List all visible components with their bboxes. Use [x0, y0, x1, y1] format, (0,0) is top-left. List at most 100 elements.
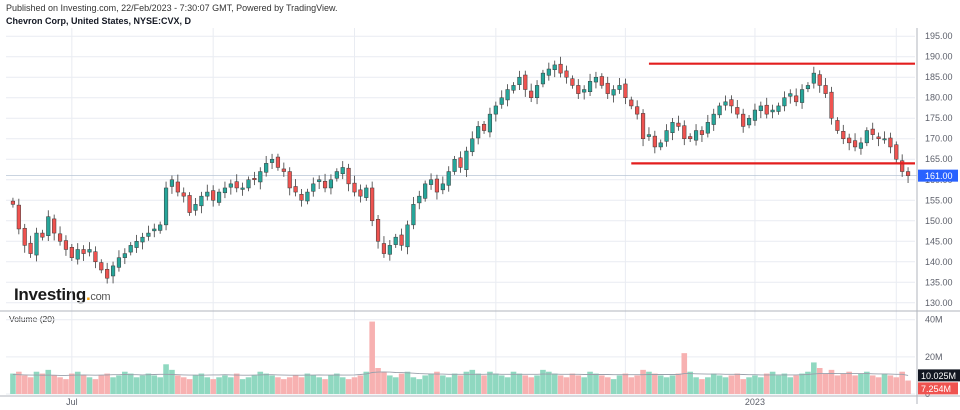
- volume-bar: [787, 377, 794, 394]
- candle-up: [452, 158, 457, 172]
- volume-bar: [440, 375, 446, 394]
- volume-bar: [104, 373, 110, 394]
- candle-up: [811, 72, 816, 84]
- candle-up: [646, 134, 652, 137]
- candle-down: [234, 181, 239, 189]
- volume-bar: [593, 373, 599, 394]
- candle-down: [847, 137, 852, 144]
- volume-bar: [569, 373, 576, 394]
- candle-down: [10, 200, 16, 205]
- price-tick-label: 175.00: [925, 113, 953, 123]
- volume-bar: [175, 375, 181, 394]
- candle-up: [258, 171, 263, 183]
- price-tick-label: 190.00: [925, 52, 953, 62]
- volume-bar: [186, 379, 193, 394]
- candle-down: [735, 107, 740, 115]
- volume-bar: [16, 371, 22, 394]
- candle-up: [505, 89, 510, 101]
- candle-up: [393, 236, 398, 245]
- candle-down: [817, 74, 822, 86]
- candle-down: [699, 130, 705, 135]
- candle-down: [481, 123, 487, 131]
- candle-up: [711, 113, 716, 125]
- volume-bar: [905, 380, 911, 394]
- candle-up: [311, 183, 316, 192]
- volume-bar: [257, 371, 264, 394]
- volume-bar: [581, 377, 587, 394]
- candle-up: [305, 191, 310, 202]
- candle-up: [193, 204, 198, 211]
- candle-up: [34, 232, 39, 256]
- volume-bar: [540, 369, 546, 394]
- volume-bar: [852, 375, 858, 394]
- candle-up: [216, 191, 222, 203]
- candle-down: [629, 99, 634, 107]
- candle-up: [334, 171, 339, 179]
- candle-up: [776, 105, 781, 112]
- volume-bar: [816, 368, 823, 394]
- candle-down: [529, 90, 534, 98]
- candle-down: [599, 76, 604, 86]
- candle-up: [593, 76, 599, 83]
- candle-down: [570, 78, 575, 86]
- volume-bar: [269, 375, 275, 394]
- candle-up: [805, 85, 811, 90]
- volume-bar: [599, 375, 605, 394]
- candle-down: [835, 120, 840, 131]
- candle-down: [888, 137, 893, 148]
- candle-up: [205, 191, 210, 197]
- volume-bar: [80, 375, 87, 394]
- candle-down: [635, 106, 640, 115]
- candle-up: [746, 117, 752, 126]
- volume-bar: [281, 379, 287, 394]
- volume-bar: [381, 371, 387, 394]
- volume-bar: [145, 373, 152, 394]
- volume-bar: [758, 377, 764, 394]
- candle-up: [146, 232, 151, 237]
- candle-down: [434, 178, 440, 193]
- candle-up: [152, 228, 157, 232]
- candle-down: [823, 85, 828, 94]
- volume-bar: [328, 375, 334, 394]
- candle-up: [169, 179, 175, 187]
- volume-bar: [334, 373, 340, 394]
- volume-bar: [587, 371, 593, 394]
- volume-bar: [410, 377, 417, 394]
- volume-bar: [239, 379, 246, 394]
- volume-bar: [469, 369, 476, 394]
- volume-bar: [846, 371, 852, 394]
- volume-bar: [251, 375, 258, 394]
- candle-down: [764, 104, 769, 115]
- volume-bar: [693, 377, 699, 394]
- volume-bar: [604, 377, 611, 394]
- volume-bar: [522, 375, 529, 394]
- volume-bar: [705, 377, 711, 394]
- candle-up: [470, 138, 475, 153]
- logo-text: Investing: [14, 285, 86, 304]
- candle-up: [517, 76, 522, 85]
- candle-down: [605, 82, 610, 94]
- candle-down: [375, 219, 381, 242]
- candle-up: [440, 183, 445, 191]
- price-tick-label: 140.00: [925, 257, 953, 267]
- candle-up: [799, 89, 805, 103]
- candle-down: [57, 233, 63, 242]
- candle-up: [264, 163, 269, 173]
- volume-bar: [292, 375, 299, 394]
- candle-down: [852, 140, 858, 148]
- price-tick-label: 145.00: [925, 236, 953, 246]
- candle-up: [387, 245, 392, 255]
- candle-up: [788, 93, 793, 97]
- price-tick-label: 170.00: [925, 134, 953, 144]
- volume-bar: [204, 377, 211, 394]
- volume-bar: [669, 375, 676, 394]
- candle-up: [464, 150, 469, 170]
- volume-bar: [298, 377, 305, 394]
- candle-up: [670, 122, 675, 134]
- candle-up: [46, 216, 51, 236]
- volume-bar: [563, 377, 570, 394]
- volume-bar: [98, 375, 105, 394]
- candle-up: [364, 187, 369, 198]
- volume-bar: [45, 369, 52, 394]
